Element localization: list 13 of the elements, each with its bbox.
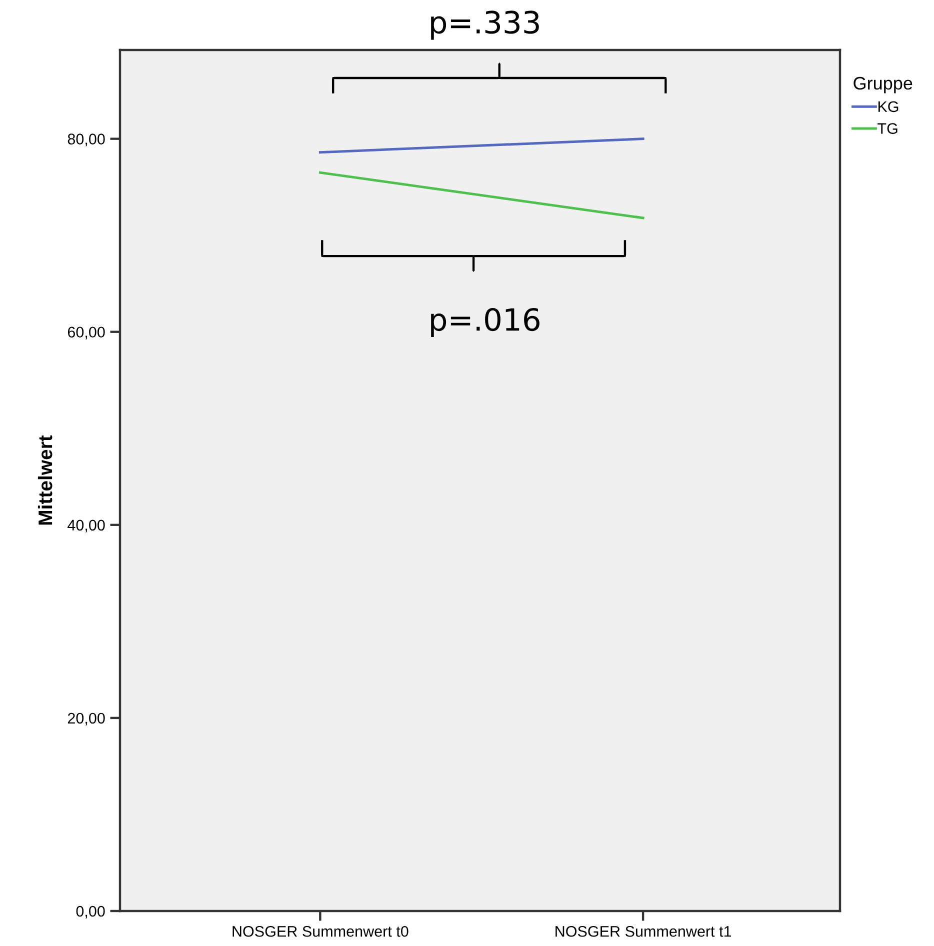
x-tick-label: NOSGER Summenwert t0: [232, 926, 408, 937]
y-tick-label: 60,00: [68, 326, 105, 340]
text: p=.333: [431, 10, 539, 40]
y-tick-label: 80,00: [68, 134, 105, 146]
y-tick-label: 20,00: [68, 712, 105, 726]
x-tick-label: NOSGER Summenwert t1: [556, 926, 732, 937]
y-tick-label: 40,00: [68, 520, 105, 532]
annotation: p=.016: [431, 308, 540, 337]
legend-title: Gruppe: [854, 76, 912, 94]
y-axis-title: Mittelwert: [38, 435, 52, 525]
legend-label: TG: [878, 123, 898, 134]
legend-label: KG: [878, 101, 898, 112]
y-tick-label: 0,00: [76, 906, 105, 918]
